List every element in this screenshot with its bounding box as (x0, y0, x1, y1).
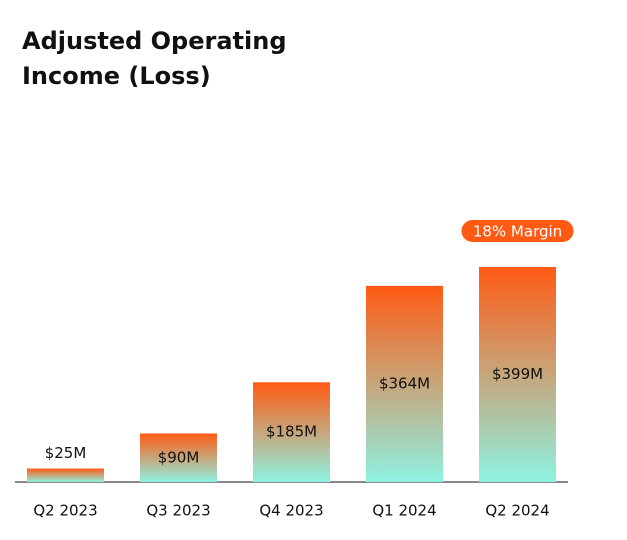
x-tick-label: Q2 2024 (485, 502, 549, 520)
value-label: $364M (379, 374, 430, 392)
value-label: $185M (266, 423, 317, 441)
bar (27, 468, 104, 482)
value-label: $90M (158, 448, 200, 466)
x-tick-label: Q2 2023 (33, 502, 97, 520)
annotation: 18% Margin (473, 223, 562, 241)
x-tick-label: Q4 2023 (259, 502, 323, 520)
x-tick-label: Q3 2023 (146, 502, 210, 520)
chart-title: Adjusted Operating Income (Loss) (22, 27, 287, 90)
bar (253, 382, 330, 482)
x-tick-label: Q1 2024 (372, 502, 436, 520)
bar (479, 267, 556, 482)
annotation-badge (459, 218, 576, 244)
value-label: $25M (45, 444, 87, 462)
value-label: $399M (492, 365, 543, 383)
bar (140, 433, 217, 482)
bar (366, 285, 443, 482)
